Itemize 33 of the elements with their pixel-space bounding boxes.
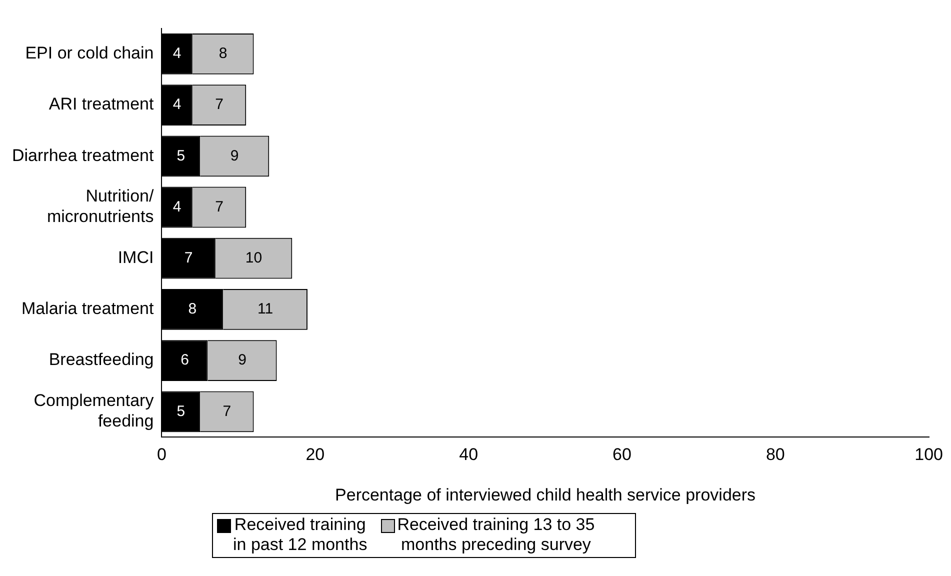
data-label: 8 <box>188 300 197 318</box>
x-tick-label: 80 <box>766 445 785 464</box>
x-tick-label: 20 <box>306 445 325 464</box>
x-tick-label: 100 <box>914 445 944 464</box>
data-label: 6 <box>180 352 189 369</box>
x-tick-label: 60 <box>612 445 632 464</box>
x-tick-label: 40 <box>459 445 478 464</box>
data-label: 5 <box>176 147 186 164</box>
legend-label: Received training 13 to 35 months preceding survey <box>397 515 595 555</box>
data-label: 9 <box>230 147 239 164</box>
data-label: 7 <box>215 198 224 216</box>
data-label: 11 <box>257 300 274 318</box>
y-tick-label: Nutrition/ micronutrients <box>46 186 154 226</box>
y-tick-label: IMCI <box>118 248 154 268</box>
y-tick-label: Malaria treatment <box>21 299 154 318</box>
data-label: 8 <box>218 45 228 62</box>
legend-label: Received training in past 12 months <box>233 515 368 555</box>
y-tick-label: Complementary feeding <box>34 391 154 431</box>
y-tick-label: Breastfeeding <box>48 350 154 370</box>
data-label: 4 <box>172 45 182 62</box>
data-label: 4 <box>172 96 182 114</box>
data-label: 5 <box>176 402 186 420</box>
data-label: 10 <box>245 249 262 266</box>
data-label: 7 <box>184 249 193 266</box>
y-tick-label: Diarrhea treatment <box>12 146 154 165</box>
data-label: 4 <box>172 198 182 216</box>
y-tick-label: EPI or cold chain <box>25 44 154 63</box>
x-axis-title: Percentage of interviewed child health service providers <box>335 485 756 504</box>
y-tick-label: ARI treatment <box>48 94 154 114</box>
data-label: 9 <box>238 352 246 369</box>
data-label: 7 <box>215 96 224 114</box>
data-label: 7 <box>222 402 232 420</box>
x-tick-label: 0 <box>156 445 166 464</box>
